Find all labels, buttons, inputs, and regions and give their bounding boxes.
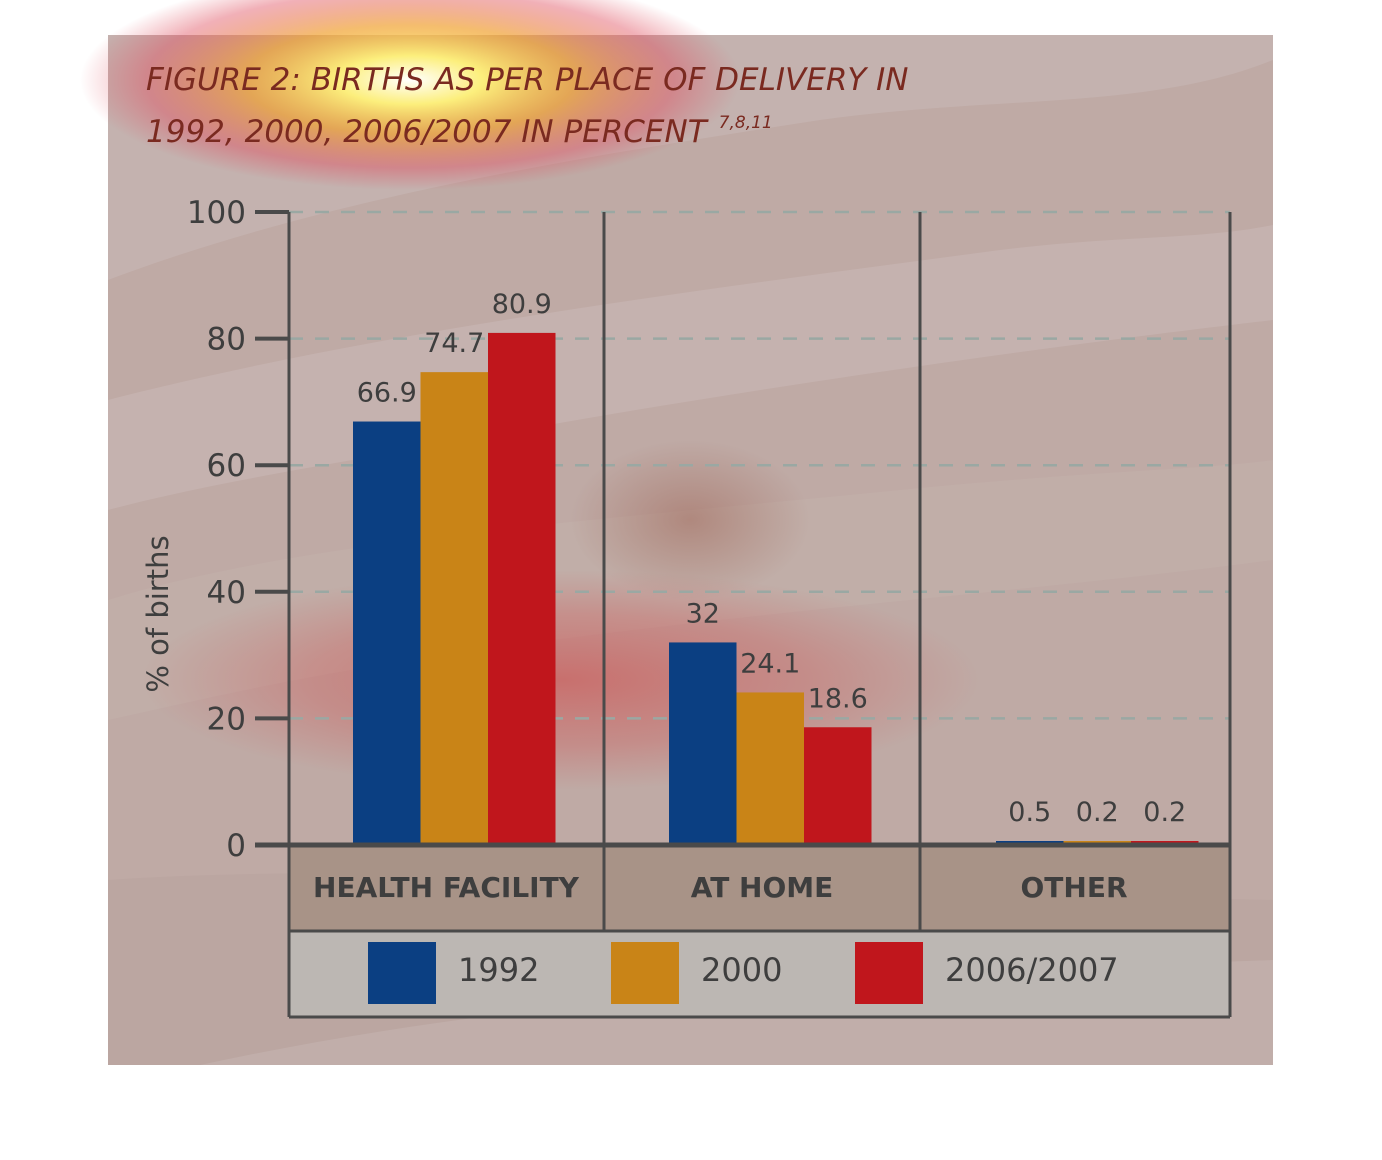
y-axis-ticks: 0 20 40 60 80 100 <box>187 195 289 864</box>
chart-title-line2: 1992, 2000, 2006/2007 IN PERCENT <box>146 114 709 150</box>
category-label-at-home: AT HOME <box>691 871 834 904</box>
legend-box <box>289 931 1230 1017</box>
chart-title-refs: 7,8,11 <box>719 113 773 133</box>
y-tick-label: 0 <box>226 828 246 864</box>
data-label: 32 <box>686 598 720 629</box>
data-label: 24.1 <box>740 648 800 679</box>
bar-2000-health-facility <box>420 372 488 845</box>
highlight-glow <box>80 0 740 190</box>
category-label-other: OTHER <box>1020 871 1127 904</box>
data-labels: 66.974.7 80.9 32 24.1 18.6 0.5 0.2 0.2 <box>357 289 1187 828</box>
legend-swatch-2000 <box>611 942 679 1004</box>
data-label: 0.2 <box>1076 797 1119 828</box>
bar-1992-at-home <box>669 642 737 845</box>
legend-label-1992: 1992 <box>458 951 539 989</box>
y-axis-label: % of births <box>141 535 175 692</box>
y-tick-label: 40 <box>207 575 246 611</box>
legend-label-2000: 2000 <box>701 951 782 989</box>
legend-swatch-1992 <box>368 942 436 1004</box>
highlight-glow <box>570 440 810 600</box>
category-band <box>289 845 1230 931</box>
bar-1992-health-facility <box>353 421 421 845</box>
bar-2006-2007-health-facility <box>488 332 556 845</box>
legend-label-2006-2007: 2006/2007 <box>945 951 1119 989</box>
data-label: 0.5 <box>1008 797 1051 828</box>
chart-title-line2-group: 1992, 2000, 2006/2007 IN PERCENT 7,8,11 <box>146 113 773 150</box>
data-label: 74.7 <box>424 328 484 359</box>
bar-2000-at-home <box>736 692 804 845</box>
y-tick-label: 20 <box>207 701 246 737</box>
y-tick-label: 80 <box>207 322 246 358</box>
y-tick-label: 60 <box>207 448 246 484</box>
chart-title-line1: FIGURE 2: BIRTHS AS PER PLACE OF DELIVER… <box>146 62 909 98</box>
y-tick-label: 100 <box>187 195 246 231</box>
data-label: 80.9 <box>492 289 552 320</box>
bars <box>353 332 1199 845</box>
category-label-health-facility: HEALTH FACILITY <box>313 871 580 904</box>
data-label: 0.2 <box>1143 797 1186 828</box>
data-label: 66.9 <box>357 378 417 409</box>
bar-2006-2007-at-home <box>804 727 872 845</box>
legend-swatch-2006-2007 <box>855 942 923 1004</box>
data-label: 18.6 <box>808 683 868 714</box>
